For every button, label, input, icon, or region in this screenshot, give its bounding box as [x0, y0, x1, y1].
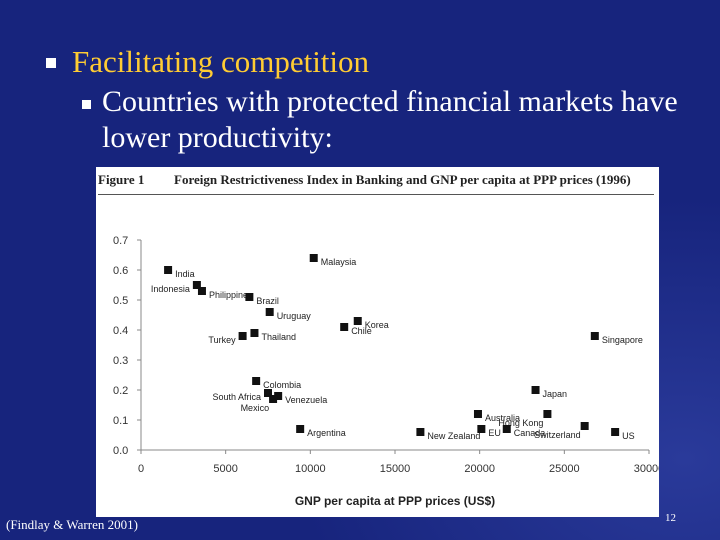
y-tick-label: 0.2 [113, 385, 128, 397]
data-point-label: Singapore [602, 335, 643, 345]
data-point [238, 332, 247, 340]
page-number: 12 [665, 512, 676, 524]
data-point-label: Japan [543, 389, 568, 399]
data-point-label: Uruguay [277, 311, 312, 321]
data-point [269, 395, 278, 403]
sub-bullet-text: Countries with protected financial marke… [102, 85, 678, 154]
data-point [264, 389, 272, 397]
data-point-label: Colombia [263, 380, 301, 390]
data-point-label: Hong Kong [498, 418, 543, 428]
y-tick-label: 0.6 [113, 265, 128, 277]
data-point [590, 332, 599, 340]
x-tick-label: 5000 [213, 463, 237, 475]
data-point [580, 422, 589, 430]
data-point-label: South Africa [212, 392, 261, 402]
figure-panel: Figure 1 Foreign Restrictiveness Index in… [96, 167, 659, 517]
data-point-label: Australia [485, 413, 520, 423]
scatter-chart: 0.0 0.1 0.2 0.3 0.4 0.5 0.6 0.7 0 5000 10000 15000 2… [113, 235, 659, 508]
data-point-label: Mexico [241, 403, 270, 413]
data-point-label: India [175, 269, 195, 279]
bullet-heading: Facilitating competition [72, 44, 370, 79]
x-tick-label: 10000 [295, 463, 326, 475]
data-point-label: Argentina [307, 428, 346, 438]
data-point [416, 428, 425, 436]
data-point-label: New Zealand [427, 431, 480, 441]
data-point [543, 410, 552, 418]
figure-title: Foreign Restrictiveness Index in Banking… [174, 172, 631, 187]
data-point-label: Switzerland [534, 430, 581, 440]
data-point-label: Chile [351, 326, 372, 336]
data-point [473, 410, 482, 418]
y-tick-label: 0.4 [113, 325, 128, 337]
data-point [274, 392, 283, 400]
data-point [245, 293, 254, 301]
data-point [192, 281, 201, 289]
figure-divider [98, 194, 654, 195]
data-point [531, 386, 540, 394]
data-point [502, 425, 511, 433]
figure-label: Figure 1 [98, 172, 145, 187]
data-point [265, 308, 274, 316]
data-point-label: Thailand [261, 332, 296, 342]
source-citation: (Findlay & Warren 2001) [6, 517, 138, 532]
x-tick-label: 20000 [464, 463, 495, 475]
y-tick-label: 0.0 [113, 445, 128, 457]
x-tick-label: 0 [138, 463, 144, 475]
data-point-label: Turkey [208, 335, 236, 345]
y-tick-label: 0.7 [113, 235, 128, 247]
y-tick-label: 0.5 [113, 295, 128, 307]
data-point-label: Philippines [209, 290, 253, 300]
data-point [611, 428, 620, 436]
x-tick-label: 25000 [549, 463, 580, 475]
bullet-square-icon [46, 58, 56, 68]
data-point-label: Korea [365, 320, 389, 330]
data-point [477, 425, 486, 433]
figure-caption: Figure 1 Foreign Restrictiveness Index in… [98, 172, 658, 194]
data-point [164, 266, 173, 274]
y-tick-label: 0.3 [113, 355, 128, 367]
x-axis-label: GNP per capita at PPP prices (US$) [295, 494, 495, 508]
data-point [309, 254, 318, 262]
x-tick-label: 15000 [380, 463, 411, 475]
data-point [250, 329, 259, 337]
y-tick-label: 0.1 [113, 415, 128, 427]
sub-bullet-square-icon [82, 100, 91, 109]
data-point [197, 287, 206, 295]
data-point-label: Canada [514, 428, 546, 438]
data-point-label: US [622, 431, 635, 441]
data-point-label: EU [488, 428, 501, 438]
data-point-label: Indonesia [151, 284, 190, 294]
data-point-label: Brazil [256, 296, 279, 306]
data-point-label: Venezuela [285, 395, 327, 405]
x-tick-label: 30000 [634, 463, 659, 475]
data-point [340, 323, 349, 331]
data-point [353, 317, 362, 325]
data-point [296, 425, 305, 433]
data-point [252, 377, 261, 385]
data-point-label: Malaysia [321, 257, 357, 267]
